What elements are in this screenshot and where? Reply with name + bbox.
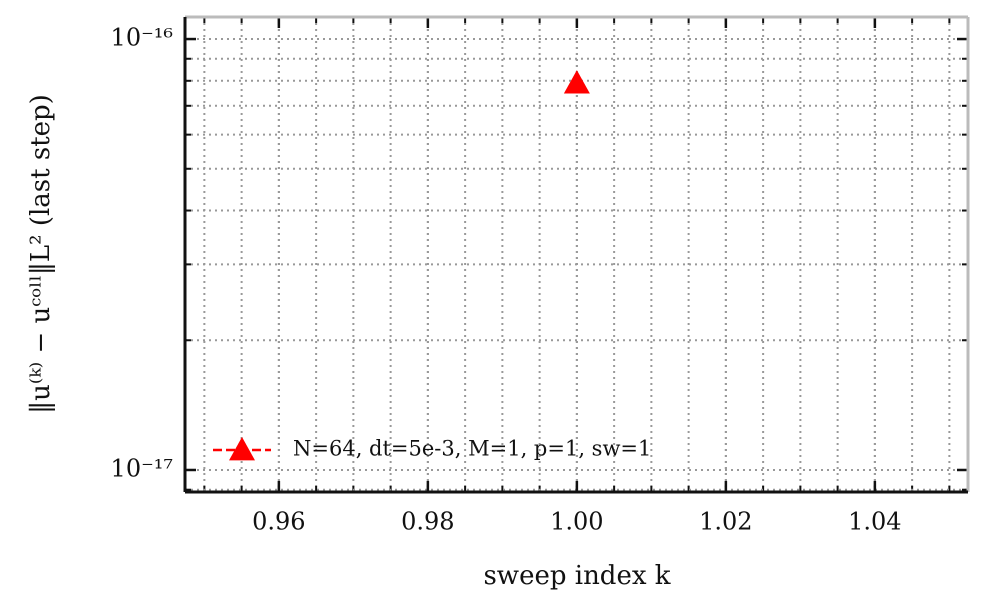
x-tick-label: 1.00 [550, 508, 603, 536]
y-tick-label: 10⁻¹⁷ [111, 454, 173, 482]
x-tick-label: 1.04 [848, 508, 901, 536]
x-tick-label: 1.02 [699, 508, 752, 536]
y-axis-label: ‖u⁽ᵏ⁾ − uᶜᵒˡˡ‖L² (last step) [26, 94, 56, 414]
x-tick-label: 0.98 [401, 508, 454, 536]
x-tick-label: 0.96 [252, 508, 305, 536]
y-tick-label: 10⁻¹⁶ [111, 24, 173, 52]
legend-label: N=64, dt=5e-3, M=1, p=1, sw=1 [293, 437, 651, 461]
marker [563, 70, 590, 94]
x-axis-label: sweep index k [483, 561, 670, 591]
legend-marker [229, 437, 255, 461]
